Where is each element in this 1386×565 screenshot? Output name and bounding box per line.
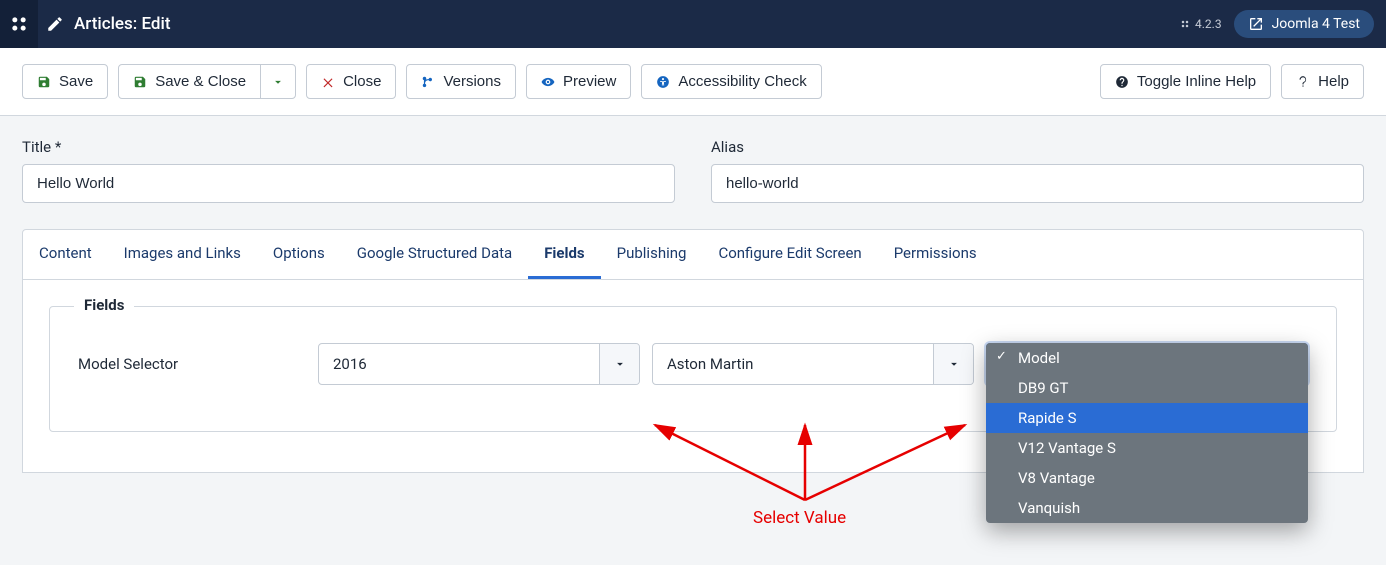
save-close-caret-button[interactable] bbox=[260, 64, 296, 99]
make-select-value: Aston Martin bbox=[653, 355, 933, 373]
make-select[interactable]: Aston Martin bbox=[652, 343, 974, 385]
tab-fields[interactable]: Fields bbox=[528, 230, 600, 279]
tab-content[interactable]: Content bbox=[23, 230, 108, 279]
year-select-value: 2016 bbox=[319, 355, 599, 373]
tab-images-and-links[interactable]: Images and Links bbox=[108, 230, 257, 279]
pencil-icon bbox=[46, 15, 64, 33]
tabs-row: ContentImages and LinksOptionsGoogle Str… bbox=[23, 230, 1363, 280]
external-link-icon bbox=[1248, 16, 1264, 32]
tab-publishing[interactable]: Publishing bbox=[601, 230, 703, 279]
alias-field-block: Alias bbox=[711, 138, 1364, 203]
model-option[interactable]: V12 Vantage S bbox=[986, 433, 1308, 463]
versions-button[interactable]: Versions bbox=[406, 64, 516, 99]
site-link-pill[interactable]: Joomla 4 Test bbox=[1234, 10, 1374, 38]
brand-logo[interactable] bbox=[0, 0, 38, 48]
save-icon bbox=[37, 75, 51, 89]
toolbar: Save Save & Close Close Versions Preview… bbox=[0, 48, 1386, 116]
page-title: Articles: Edit bbox=[46, 14, 170, 34]
year-select[interactable]: 2016 bbox=[318, 343, 640, 385]
title-label: Title * bbox=[22, 138, 675, 156]
save-icon bbox=[133, 75, 147, 89]
model-dropdown[interactable]: ModelDB9 GTRapide SV12 Vantage SV8 Vanta… bbox=[986, 343, 1308, 523]
question-circle-icon bbox=[1115, 75, 1129, 89]
alias-input[interactable] bbox=[711, 164, 1364, 203]
save-button[interactable]: Save bbox=[22, 64, 108, 99]
chevron-down-icon bbox=[933, 344, 973, 384]
accessibility-button[interactable]: Accessibility Check bbox=[641, 64, 821, 99]
tab-options[interactable]: Options bbox=[257, 230, 341, 279]
fields-fieldset: Fields Model Selector 2016 Aston Mart bbox=[49, 306, 1337, 432]
version-text: 4.2.3 bbox=[1195, 17, 1222, 31]
annotation-label: Select Value bbox=[753, 508, 846, 528]
model-selector-label: Model Selector bbox=[78, 355, 318, 373]
help-button[interactable]: Help bbox=[1281, 64, 1364, 99]
site-name: Joomla 4 Test bbox=[1272, 16, 1360, 32]
close-button[interactable]: Close bbox=[306, 64, 396, 99]
model-option[interactable]: V8 Vantage bbox=[986, 463, 1308, 493]
accessibility-icon bbox=[656, 75, 670, 89]
eye-icon bbox=[541, 75, 555, 89]
toggle-inline-help-button[interactable]: Toggle Inline Help bbox=[1100, 64, 1271, 99]
fieldset-legend: Fields bbox=[74, 296, 134, 314]
title-input[interactable] bbox=[22, 164, 675, 203]
title-field-block: Title * bbox=[22, 138, 675, 203]
model-option[interactable]: DB9 GT bbox=[986, 373, 1308, 403]
model-option[interactable]: Vanquish bbox=[986, 493, 1308, 523]
tab-panel: ContentImages and LinksOptionsGoogle Str… bbox=[22, 229, 1364, 473]
chevron-down-icon bbox=[599, 344, 639, 384]
chevron-down-icon bbox=[271, 75, 285, 89]
question-icon bbox=[1296, 75, 1310, 89]
tab-google-structured-data[interactable]: Google Structured Data bbox=[341, 230, 528, 279]
preview-button[interactable]: Preview bbox=[526, 64, 631, 99]
alias-label: Alias bbox=[711, 138, 1364, 156]
save-close-button[interactable]: Save & Close bbox=[118, 64, 261, 99]
tab-configure-edit-screen[interactable]: Configure Edit Screen bbox=[702, 230, 877, 279]
model-option[interactable]: Rapide S bbox=[986, 403, 1308, 433]
topbar: Articles: Edit 4.2.3 Joomla 4 Test bbox=[0, 0, 1386, 48]
save-close-group: Save & Close bbox=[118, 64, 296, 99]
model-option-placeholder[interactable]: Model bbox=[986, 343, 1308, 373]
page-title-text: Articles: Edit bbox=[74, 14, 170, 34]
branch-icon bbox=[421, 75, 435, 89]
content-area: Title * Alias ContentImages and LinksOpt… bbox=[0, 116, 1386, 495]
version-badge: 4.2.3 bbox=[1179, 17, 1222, 31]
model-select[interactable]: ModelDB9 GTRapide SV12 Vantage SV8 Vanta… bbox=[986, 343, 1308, 385]
joomla-mini-icon bbox=[1179, 18, 1191, 30]
close-icon bbox=[321, 75, 335, 89]
tab-permissions[interactable]: Permissions bbox=[878, 230, 993, 279]
